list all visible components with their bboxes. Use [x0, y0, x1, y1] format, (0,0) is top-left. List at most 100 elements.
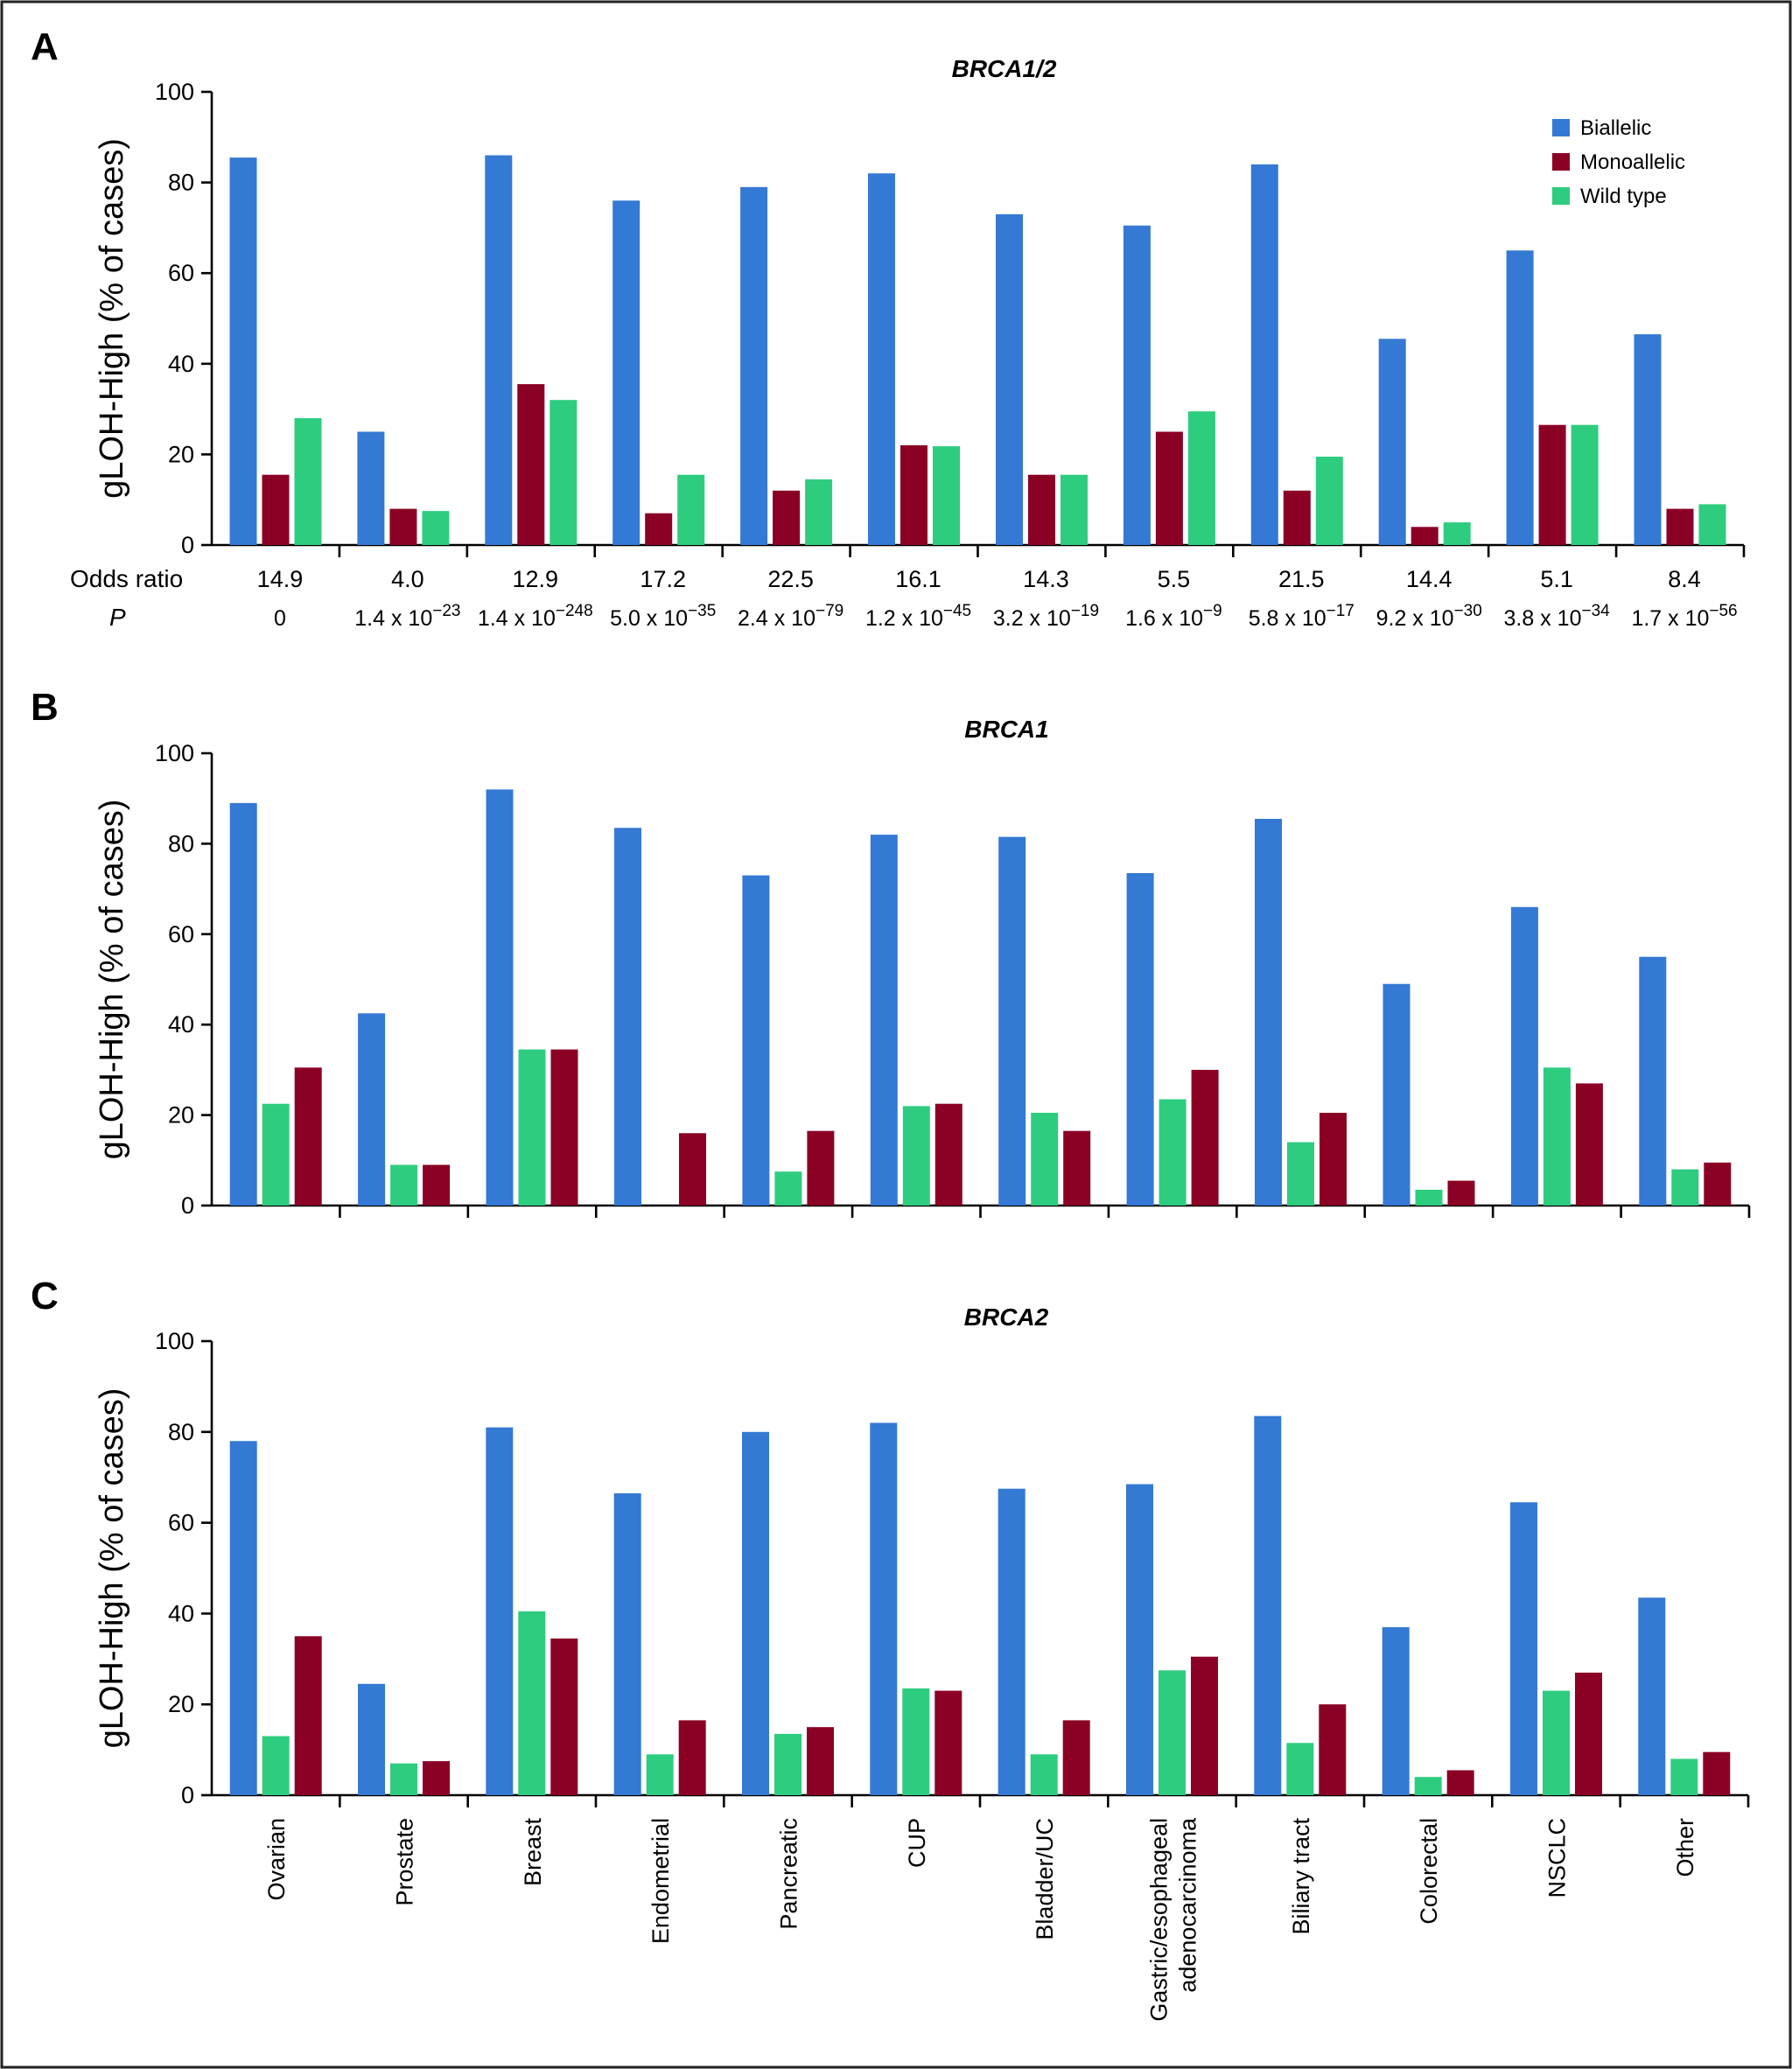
panel-a-legend-swatch-monoallelic — [1552, 153, 1570, 171]
panel-a-p-value-cup: 1.2 x 10−45 — [865, 602, 971, 631]
panel-c-bar-wild-type-pancreatic — [774, 1733, 802, 1795]
panel-a-p-value-prostate: 1.4 x 10−23 — [354, 602, 460, 631]
panel-c-bar-wild-type-colorectal — [1414, 1777, 1442, 1795]
panel-a-bar-biallelic-endometrial — [612, 200, 640, 546]
panel-a-p-value-biliary-tract: 5.8 x 10−17 — [1249, 602, 1354, 631]
panel-a-legend-swatch-biallelic — [1552, 119, 1570, 136]
p-value-mantissa: 1.4 x 10 — [354, 606, 432, 631]
panel-a-bar-biallelic-prostate — [357, 431, 385, 545]
panel-a-odds-ratio-bladder-uc: 14.3 — [1023, 566, 1069, 592]
panel-c-y-tick-label: 60 — [168, 1510, 194, 1536]
panel-a-p-value-gastric-esophageal-adenocarcinoma: 1.6 x 10−9 — [1125, 602, 1222, 631]
panel-a-bar-monoallelic-colorectal — [1410, 527, 1438, 545]
panel-c-bar-monoallelic-biliary-tract — [1319, 1704, 1347, 1795]
panel-b-bar-biallelic-ovarian — [229, 802, 257, 1206]
panel-c-bar-monoallelic-nsclc — [1575, 1672, 1602, 1795]
panel-b-y-axis-label: gLOH-High (% of cases) — [94, 800, 130, 1160]
p-value-exponent: −23 — [432, 602, 460, 620]
panel-b-bar-biallelic-gastric-esophageal-adenocarcinoma — [1126, 873, 1154, 1206]
panel-b: B BRCA1 gLOH-High (% of cases) 0 20 40 60 80 100 — [31, 686, 1751, 1219]
p-value-exponent: −79 — [816, 602, 844, 620]
panel-b-y-tick-label: 80 — [168, 830, 194, 856]
p-value-mantissa: 1.6 x 10 — [1125, 606, 1203, 631]
p-value-exponent: −30 — [1454, 602, 1482, 620]
panel-a-bar-biallelic-pancreatic — [740, 186, 768, 546]
panel-c-category-label-endometrial: Endometrial — [648, 1818, 674, 1944]
panel-c-bar-wild-type-biliary-tract — [1286, 1743, 1314, 1795]
panel-a-odds-ratio-pancreatic: 22.5 — [767, 566, 814, 592]
panel-b-bar-wild-type-gastric-esophageal-adenocarcinoma — [1158, 1099, 1186, 1206]
panel-b-bar-monoallelic-cup — [934, 1103, 962, 1206]
panel-b-y-tick-label: 20 — [168, 1102, 194, 1129]
panel-a-odds-ratio-endometrial: 17.2 — [640, 566, 686, 592]
panel-a-bar-biallelic-breast — [485, 155, 513, 545]
panel-b-y-tick-label: 60 — [168, 921, 194, 947]
panel-c-bar-biallelic-nsclc — [1510, 1502, 1537, 1795]
panel-c-bar-biallelic-pancreatic — [742, 1431, 769, 1795]
panel-a-p-value-colorectal: 9.2 x 10−30 — [1376, 602, 1482, 631]
panel-a-y-tick-label: 40 — [168, 351, 194, 377]
panel-c-title: BRCA2 — [964, 1304, 1049, 1331]
panel-c-label: C — [31, 1275, 59, 1318]
panel-a-bar-wild-type-ovarian — [294, 418, 322, 545]
panel-a-p-value-ovarian: 0 — [274, 606, 286, 631]
panel-b-bar-biallelic-cup — [870, 835, 898, 1206]
panel-c-bar-biallelic-endometrial — [613, 1492, 641, 1795]
panel-c-bar-wild-type-other — [1670, 1758, 1698, 1795]
panel-a-legend-swatch-wild-type — [1552, 187, 1570, 205]
panel-a-bar-monoallelic-bladder-uc — [1028, 474, 1055, 545]
panel-b-bar-monoallelic-gastric-esophageal-adenocarcinoma — [1191, 1069, 1219, 1206]
panel-b-bar-wild-type-breast — [518, 1049, 546, 1206]
panel-c-y-tick-label: 20 — [168, 1691, 194, 1717]
panel-c-bar-monoallelic-ovarian — [294, 1636, 322, 1795]
panel-b-bar-monoallelic-ovarian — [294, 1067, 322, 1206]
panel-b-bar-biallelic-endometrial — [614, 828, 641, 1206]
panel-a-odds-ratio-gastric-esophageal-adenocarcinoma: 5.5 — [1158, 566, 1191, 592]
panel-a-bar-monoallelic-cup — [900, 445, 928, 545]
panel-c-bar-wild-type-cup — [902, 1688, 930, 1795]
panel-a-odds-ratio-ovarian: 14.9 — [257, 566, 304, 592]
panel-a-bar-monoallelic-prostate — [389, 508, 417, 545]
panel-a-bar-monoallelic-breast — [517, 384, 545, 545]
panel-c-category-label-other: Other — [1672, 1818, 1698, 1877]
panel-a-odds-ratio-cup: 16.1 — [895, 566, 942, 592]
panel-c-bar-monoallelic-breast — [550, 1638, 578, 1795]
panel-a-bar-biallelic-ovarian — [229, 157, 257, 545]
panel-a-bar-monoallelic-other — [1666, 508, 1694, 545]
p-value-exponent: −45 — [943, 602, 971, 620]
panel-a-y-axis-label: gLOH-High (% of cases) — [94, 138, 130, 499]
panel-a-p-value-nsclc: 3.8 x 10−34 — [1504, 602, 1611, 631]
panel-c-bar-monoallelic-pancreatic — [807, 1727, 834, 1795]
panel-c-bar-monoallelic-bladder-uc — [1062, 1720, 1090, 1795]
panel-c-bar-biallelic-ovarian — [229, 1441, 257, 1795]
panel-c-bar-biallelic-cup — [870, 1422, 898, 1795]
panel-b-bar-wild-type-prostate — [390, 1164, 418, 1206]
panel-c-bar-biallelic-breast — [486, 1427, 514, 1795]
panel-c-category-label-ovarian: Ovarian — [263, 1818, 290, 1901]
panel-a-p-label: P — [109, 604, 126, 631]
category-label-line: Gastric/esophageal — [1146, 1818, 1172, 2022]
panel-a-bar-monoallelic-ovarian — [262, 474, 290, 545]
panel-b-bar-wild-type-biliary-tract — [1287, 1142, 1314, 1206]
panel-a-p-value-pancreatic: 2.4 x 10−79 — [738, 602, 844, 631]
panel-a-bar-wild-type-colorectal — [1443, 522, 1471, 545]
p-value-exponent: −35 — [688, 602, 716, 620]
panel-b-bar-monoallelic-biliary-tract — [1320, 1113, 1347, 1206]
p-value-mantissa: 1.4 x 10 — [478, 606, 556, 631]
p-value-mantissa: 3.8 x 10 — [1504, 606, 1582, 631]
panel-c-bar-monoallelic-other — [1703, 1751, 1731, 1795]
panel-b-bar-biallelic-breast — [486, 789, 514, 1206]
panel-a-bar-monoallelic-pancreatic — [773, 490, 801, 545]
panel-a-bar-wild-type-cup — [933, 446, 960, 545]
panel-b-bar-wild-type-other — [1671, 1169, 1699, 1206]
panel-b-title: BRCA1 — [964, 716, 1048, 743]
panel-a-odds-ratio-prostate: 4.0 — [391, 566, 424, 592]
panel-c-bar-biallelic-bladder-uc — [998, 1488, 1026, 1795]
panel-a-bar-monoallelic-endometrial — [645, 513, 673, 545]
panel-b-bar-monoallelic-other — [1704, 1162, 1732, 1206]
panel-b-bar-biallelic-bladder-uc — [998, 836, 1026, 1206]
panel-a-y-tick-label: 80 — [168, 170, 194, 196]
panel-b-bar-wild-type-bladder-uc — [1031, 1113, 1059, 1206]
